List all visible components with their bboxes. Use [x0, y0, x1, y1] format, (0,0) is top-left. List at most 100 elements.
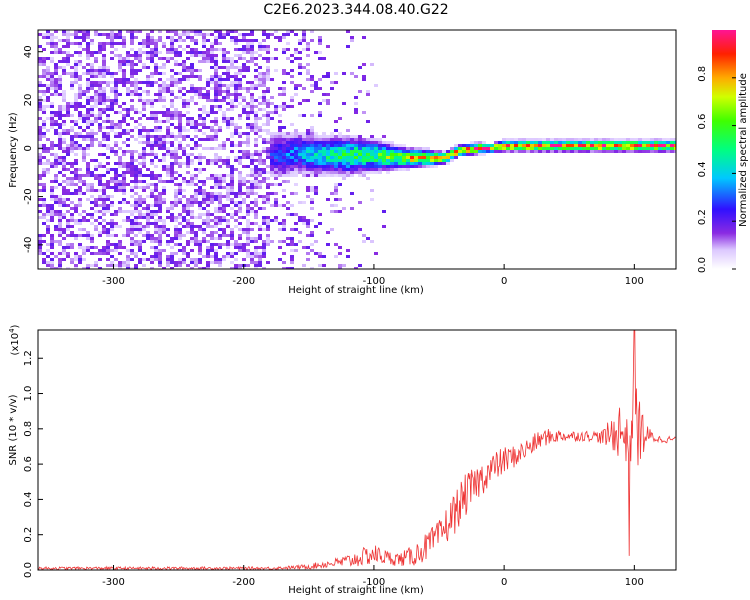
heatmap-cell [470, 150, 474, 153]
heatmap-cell [230, 213, 234, 216]
heatmap-cell [590, 150, 594, 153]
heatmap-cell [178, 189, 182, 192]
heatmap-cell [262, 57, 266, 60]
heatmap-cell [62, 216, 66, 219]
heatmap-cell [74, 96, 78, 99]
heatmap-cell [198, 192, 202, 195]
heatmap-cell [106, 72, 110, 75]
heatmap-cell [146, 51, 150, 54]
heatmap-cell [222, 111, 226, 114]
heatmap-cell [38, 117, 42, 120]
heatmap-cell [130, 267, 134, 269]
heatmap-cell [178, 222, 182, 225]
heatmap-cell [106, 162, 110, 165]
heatmap-cell [246, 264, 250, 267]
heatmap-cell [214, 183, 218, 186]
heatmap-cell [334, 159, 338, 162]
heatmap-cell [138, 30, 142, 33]
heatmap-cell [138, 135, 142, 138]
heatmap-cell [138, 96, 142, 99]
heatmap-cell [350, 171, 354, 174]
heatmap-cell [466, 147, 470, 150]
heatmap-cell [662, 147, 666, 150]
heatmap-cell [254, 267, 258, 269]
heatmap-cell [330, 141, 334, 144]
heatmap-cell [114, 189, 118, 192]
heatmap-cell [190, 228, 194, 231]
heatmap-cell [246, 252, 250, 255]
heatmap-cell [342, 168, 346, 171]
heatmap-cell [222, 186, 226, 189]
heatmap-cell [74, 78, 78, 81]
heatmap-cell [86, 111, 90, 114]
heatmap-cell [382, 144, 386, 147]
heatmap-cell [170, 261, 174, 264]
heatmap-cell [226, 189, 230, 192]
heatmap-cell [74, 75, 78, 78]
heatmap-cell [146, 213, 150, 216]
heatmap-cell [242, 105, 246, 108]
heatmap-cell [102, 198, 106, 201]
heatmap-cell [178, 231, 182, 234]
heatmap-cell [198, 117, 202, 120]
heatmap-cell [58, 141, 62, 144]
heatmap-cell [46, 171, 50, 174]
heatmap-cell [190, 159, 194, 162]
heatmap-cell [130, 105, 134, 108]
heatmap-cell [158, 255, 162, 258]
heatmap-cell [190, 138, 194, 141]
heatmap-cell [234, 81, 238, 84]
heatmap-cell [138, 87, 142, 90]
heatmap-cell [202, 156, 206, 159]
heatmap-cell [98, 93, 102, 96]
heatmap-cell [130, 60, 134, 63]
heatmap-cell [262, 93, 266, 96]
heatmap-cell [106, 210, 110, 213]
heatmap-cell [294, 33, 298, 36]
heatmap-cell [122, 57, 126, 60]
heatmap-cell [358, 159, 362, 162]
heatmap-cell [346, 144, 350, 147]
heatmap-cell [70, 192, 74, 195]
heatmap-cell [66, 144, 70, 147]
heatmap-cell [90, 69, 94, 72]
heatmap-cell [110, 129, 114, 132]
heatmap-cell [42, 144, 46, 147]
heatmap-cell [202, 120, 206, 123]
heatmap-cell [278, 93, 282, 96]
heatmap-cell [182, 153, 186, 156]
heatmap-cell [210, 147, 214, 150]
heatmap-cell [326, 198, 330, 201]
heatmap-cell [170, 180, 174, 183]
heatmap-cell [246, 165, 250, 168]
heatmap-cell [358, 228, 362, 231]
heatmap-cell [98, 72, 102, 75]
heatmap-cell [138, 48, 142, 51]
heatmap-cell [490, 144, 494, 147]
heatmap-cell [146, 75, 150, 78]
heatmap-cell [102, 132, 106, 135]
heatmap-cell [158, 180, 162, 183]
heatmap-cell [242, 141, 246, 144]
heatmap-cell [122, 84, 126, 87]
heatmap-cell [42, 258, 46, 261]
heatmap-cell [114, 54, 118, 57]
heatmap-cell [274, 171, 278, 174]
heatmap-cell [146, 45, 150, 48]
heatmap-cell [210, 42, 214, 45]
heatmap-cell [354, 150, 358, 153]
heatmap-cell [242, 33, 246, 36]
heatmap-cell [222, 48, 226, 51]
heatmap-cell [74, 174, 78, 177]
heatmap-cell [122, 72, 126, 75]
heatmap-cell [174, 198, 178, 201]
heatmap-cell [150, 75, 154, 78]
heatmap-cell [190, 90, 194, 93]
heatmap-cell [254, 183, 258, 186]
heatmap-cell [82, 159, 86, 162]
heatmap-cell [246, 126, 250, 129]
heatmap-cell [214, 117, 218, 120]
x-tick-label: 100 [625, 276, 644, 287]
heatmap-cell [398, 168, 402, 171]
heatmap-cell [226, 234, 230, 237]
